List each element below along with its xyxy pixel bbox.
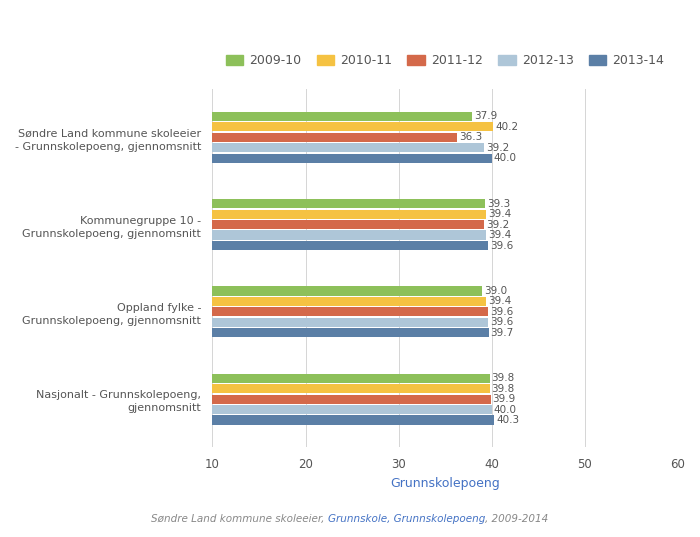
Bar: [213, 122, 494, 132]
Bar: [213, 154, 491, 163]
Bar: [213, 286, 482, 295]
Text: 37.9: 37.9: [474, 111, 497, 121]
Bar: [213, 405, 491, 414]
Text: 39.7: 39.7: [491, 328, 514, 338]
Text: 39.8: 39.8: [491, 373, 514, 383]
X-axis label: Grunnskolepoeng: Grunnskolepoeng: [390, 477, 500, 490]
Bar: [213, 328, 489, 337]
Text: 40.0: 40.0: [494, 153, 517, 163]
Text: Grunnskole, Grunnskolepoeng: Grunnskole, Grunnskolepoeng: [328, 513, 485, 524]
Bar: [213, 384, 490, 393]
Text: 39.9: 39.9: [493, 394, 516, 404]
Text: 39.4: 39.4: [488, 230, 511, 240]
Bar: [213, 133, 457, 142]
Bar: [213, 143, 484, 153]
Text: 39.0: 39.0: [484, 286, 508, 296]
Text: 39.6: 39.6: [490, 241, 513, 251]
Text: Søndre Land kommune skoleeier,: Søndre Land kommune skoleeier,: [151, 513, 328, 524]
Text: 39.4: 39.4: [488, 209, 511, 219]
Text: 39.6: 39.6: [490, 317, 513, 328]
Bar: [213, 209, 486, 219]
Bar: [213, 297, 486, 306]
Legend: 2009-10, 2010-11, 2011-12, 2012-13, 2013-14: 2009-10, 2010-11, 2011-12, 2012-13, 2013…: [220, 49, 669, 72]
Text: 40.2: 40.2: [496, 122, 519, 132]
Bar: [213, 241, 488, 250]
Text: 39.2: 39.2: [486, 143, 509, 153]
Bar: [213, 199, 485, 208]
Bar: [213, 416, 494, 425]
Text: 39.3: 39.3: [487, 199, 510, 209]
Text: 39.8: 39.8: [491, 383, 514, 394]
Text: 39.4: 39.4: [488, 296, 511, 307]
Bar: [213, 395, 491, 404]
Text: 40.0: 40.0: [494, 404, 517, 415]
Text: 39.6: 39.6: [490, 307, 513, 317]
Bar: [213, 230, 486, 240]
Bar: [213, 318, 488, 327]
Text: 40.3: 40.3: [496, 415, 519, 425]
Text: 39.2: 39.2: [486, 220, 509, 230]
Text: , 2009-2014: , 2009-2014: [485, 513, 549, 524]
Bar: [213, 307, 488, 316]
Bar: [213, 220, 484, 229]
Text: 36.3: 36.3: [459, 132, 482, 142]
Bar: [213, 374, 490, 383]
Bar: [213, 112, 472, 121]
